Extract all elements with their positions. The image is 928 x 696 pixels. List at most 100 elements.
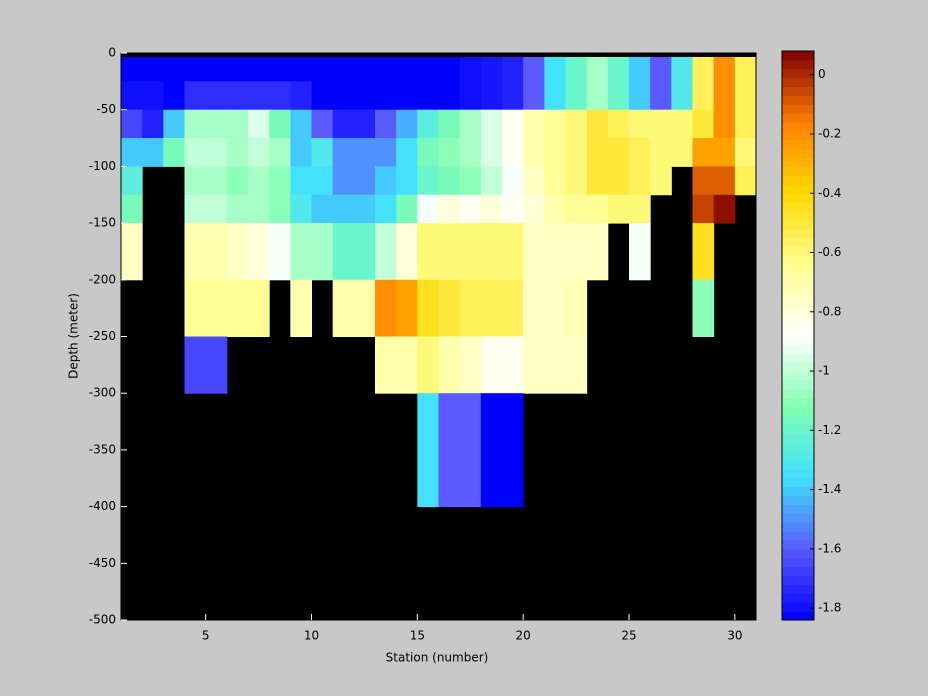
colorbar-swatch [782,548,814,559]
heatmap-cell [311,194,334,224]
heatmap-cell [544,56,566,82]
heatmap-cell [607,138,630,167]
heatmap-cell [353,223,376,281]
heatmap-cell [290,56,312,82]
colorbar-swatch [782,148,814,159]
heatmap-cell [480,109,503,139]
heatmap-cell [544,336,566,394]
heatmap-cell [565,279,588,337]
heatmap-cell [438,336,461,394]
heatmap-cell [459,194,482,224]
heatmap-cell [544,279,566,337]
heatmap-cell [692,194,715,224]
colorbar-swatch [782,415,814,425]
colorbar-tick-label: -1 [818,364,830,378]
colorbar-swatch [782,273,814,283]
heatmap-cell [417,393,439,508]
colorbar-swatch [782,531,814,541]
colorbar-swatch [782,424,814,434]
heatmap-cell [290,223,312,281]
colorbar-swatch [782,477,814,488]
heatmap-cell [248,56,270,82]
heatmap-cell [205,138,228,167]
heatmap-cell [438,194,461,224]
heatmap-cell [184,81,207,111]
heatmap-cell [142,138,164,167]
colorbar-swatch [782,379,814,390]
heatmap-cell [692,56,715,82]
heatmap-cell [121,138,143,167]
heatmap-cell [586,223,609,281]
heatmap-cell [459,109,482,139]
heatmap-cell [375,138,397,167]
heatmap-cell [396,223,418,281]
colorbar-swatch [782,611,814,621]
colorbar-swatch [782,486,814,497]
colorbar-tick-label: -0.8 [818,304,841,318]
heatmap-cell [544,138,566,167]
heatmap-cell [692,138,715,167]
heatmap-cell [226,56,249,82]
heatmap-cell [650,56,672,82]
heatmap-cell [353,109,376,139]
heatmap-cell [438,109,461,139]
heatmap-cell [459,166,482,196]
colorbar-swatch [782,371,814,381]
heatmap-cell [629,81,651,111]
heatmap-cell [523,166,545,196]
x-tick-label: 25 [621,629,636,643]
heatmap-cell [248,194,270,224]
colorbar-swatch [782,59,814,70]
colorbar-swatch [782,211,814,221]
heatmap-cell [205,109,228,139]
colorbar-swatch [782,175,814,185]
colorbar-swatch [782,264,814,274]
heatmap-cell [629,223,651,281]
heatmap-cell [565,81,588,111]
heatmap-cell [375,166,397,196]
colorbar-tick-label: -1.4 [818,482,841,496]
heatmap-cell [671,56,693,82]
heatmap-cell [375,56,397,82]
heatmap-cell [396,166,418,196]
colorbar-tick-label: -0.6 [818,245,841,259]
heatmap-cell [502,194,524,224]
colorbar-tick-label: 0 [818,67,826,81]
heatmap-cell [671,81,693,111]
heatmap-cell [480,393,503,508]
heatmap-cell [480,279,503,337]
heatmap-cell [353,279,376,337]
colorbar-swatch [782,388,814,399]
heatmap-cell [480,56,503,82]
colorbar-frame [781,50,815,621]
heatmap-cell [692,166,715,196]
heatmap-cell [248,223,270,281]
heatmap-cell [290,138,312,167]
heatmap-cell [480,223,503,281]
colorbar-swatch [782,442,814,452]
heatmap-cell [713,194,736,224]
heatmap-cell [565,138,588,167]
heatmap-cell [353,194,376,224]
heatmap-cell [269,194,291,224]
heatmap-cell [671,109,693,139]
heatmap-cell [226,223,249,281]
colorbar-swatch [782,539,814,550]
heatmap-cell [396,336,418,394]
heatmap-cell [523,109,545,139]
colorbar-swatch [782,575,814,585]
colorbar-swatch [782,406,814,417]
heatmap-cell [480,138,503,167]
heatmap-cell [121,194,143,224]
heatmap-cell [269,138,291,167]
colorbar-swatch [782,566,814,577]
heatmap-cell [502,138,524,167]
colorbar-swatch [782,495,814,505]
colorbar-swatch [782,468,814,479]
heatmap-cell [459,81,482,111]
colorbar-swatch [782,219,814,230]
heatmap-cell [544,109,566,139]
heatmap-cell [523,279,545,337]
heatmap-cell [502,81,524,111]
